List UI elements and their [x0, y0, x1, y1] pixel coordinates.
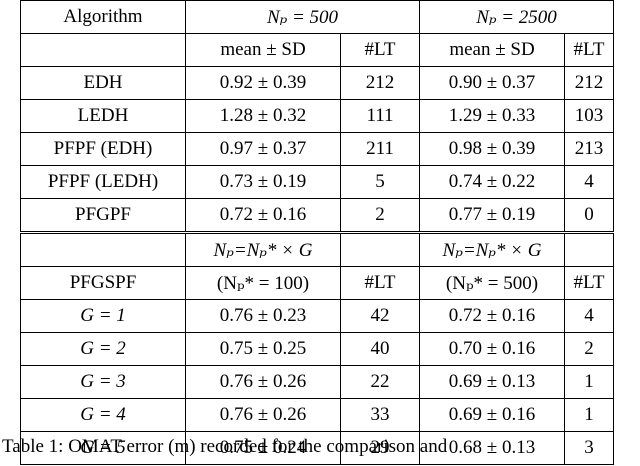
table-cell: 0.72 ± 0.16 — [419, 299, 565, 333]
table-cell: mean ± SD — [419, 33, 565, 67]
table-row: G = 3 0.76 ± 0.26 22 0.69 ± 0.13 1 — [20, 365, 614, 399]
table-cell: EDH — [20, 66, 186, 100]
table-cell: #LT — [564, 33, 614, 67]
table-cell: Nₚ=Nₚ* × G — [419, 231, 565, 267]
table-cell: mean ± SD — [185, 33, 341, 67]
table-cell: PFPF (EDH) — [20, 132, 186, 166]
table-cell: Nₚ=Nₚ* × G — [185, 231, 341, 267]
table-row: PFGSPF (Nₚ* = 100) #LT (Nₚ* = 500) #LT — [20, 266, 614, 300]
table-cell: 1.29 ± 0.33 — [419, 99, 565, 133]
table-cell: Algorithm — [20, 0, 186, 34]
table-row: G = 2 0.75 ± 0.25 40 0.70 ± 0.16 2 — [20, 332, 614, 366]
table-cell: 0.98 ± 0.39 — [419, 132, 565, 166]
table-cell — [20, 33, 186, 67]
table-cell: 0.76 ± 0.26 — [185, 365, 341, 399]
table-cell: 0.76 ± 0.26 — [185, 398, 341, 432]
table-cell: 4 — [564, 299, 614, 333]
table-cell: 0.68 ± 0.13 — [419, 431, 565, 465]
table-cell: 0.92 ± 0.39 — [185, 66, 341, 100]
table-row: LEDH 1.28 ± 0.32 111 1.29 ± 0.33 103 — [20, 99, 614, 133]
table-cell: PFGSPF — [20, 266, 186, 300]
table-cell: G = 2 — [20, 332, 186, 366]
table-cell: 103 — [564, 99, 614, 133]
table-cell: #LT — [340, 266, 420, 300]
table-cell: PFPF (LEDH) — [20, 165, 186, 199]
table-cell: (Nₚ* = 100) — [185, 266, 341, 300]
table-cell — [20, 231, 186, 267]
table-row: G = 1 0.76 ± 0.23 42 0.72 ± 0.16 4 — [20, 299, 614, 333]
results-table: Algorithm Nₚ = 500 Nₚ = 2500 mean ± SD #LT me… — [20, 0, 614, 465]
table-cell: 1 — [564, 398, 614, 432]
table-cell: 22 — [340, 365, 420, 399]
table-cell: 0 — [564, 198, 614, 233]
table-cell: G = 4 — [20, 398, 186, 432]
table-cell — [564, 231, 614, 267]
table-cell: Nₚ = 500 — [185, 0, 420, 34]
table-cell: #LT — [564, 266, 614, 300]
table-cell — [340, 231, 420, 267]
table-cell: 213 — [564, 132, 614, 166]
table-row: Algorithm Nₚ = 500 Nₚ = 2500 — [20, 0, 614, 34]
table-cell: 33 — [340, 398, 420, 432]
table-row: mean ± SD #LT mean ± SD #LT — [20, 33, 614, 67]
table-cell: 0.75 ± 0.25 — [185, 332, 341, 366]
table-cell: 211 — [340, 132, 420, 166]
table-cell: 40 — [340, 332, 420, 366]
table-cell: LEDH — [20, 99, 186, 133]
table-cell: 5 — [340, 165, 420, 199]
table-cell: G = 1 — [20, 299, 186, 333]
table-cell: 0.77 ± 0.19 — [419, 198, 565, 233]
table-row: G = 4 0.76 ± 0.26 33 0.69 ± 0.16 1 — [20, 398, 614, 432]
table-cell: G = 3 — [20, 365, 186, 399]
caption: Table 1: OMAT error (m) recorded for the… — [2, 436, 448, 457]
table-cell: 0.90 ± 0.37 — [419, 66, 565, 100]
table-cell: 212 — [564, 66, 614, 100]
table-cell: 1 — [564, 365, 614, 399]
table-cell: Nₚ = 2500 — [419, 0, 614, 34]
table-cell: 0.74 ± 0.22 — [419, 165, 565, 199]
table-cell: 0.69 ± 0.13 — [419, 365, 565, 399]
table-cell: #LT — [340, 33, 420, 67]
table-row: PFPF (EDH) 0.97 ± 0.37 211 0.98 ± 0.39 213 — [20, 132, 614, 166]
table-cell: PFGPF — [20, 198, 186, 233]
table-row: Nₚ=Nₚ* × G Nₚ=Nₚ* × G — [20, 231, 614, 267]
table-cell: 0.70 ± 0.16 — [419, 332, 565, 366]
table-row: PFGPF 0.72 ± 0.16 2 0.77 ± 0.19 0 — [20, 198, 614, 233]
table-cell: 1.28 ± 0.32 — [185, 99, 341, 133]
table-cell: 0.75 ± 0.24 — [185, 431, 341, 465]
table-cell: 4 — [564, 165, 614, 199]
table-cell: 111 — [340, 99, 420, 133]
table-cell: 0.97 ± 0.37 — [185, 132, 341, 166]
table-cell: 42 — [340, 299, 420, 333]
table-cell: 0.76 ± 0.23 — [185, 299, 341, 333]
table-cell: 3 — [564, 431, 614, 465]
table-row: EDH 0.92 ± 0.39 212 0.90 ± 0.37 212 — [20, 66, 614, 100]
table-cell: (Nₚ* = 500) — [419, 266, 565, 300]
table-cell: 0.69 ± 0.16 — [419, 398, 565, 432]
table-cell: 0.73 ± 0.19 — [185, 165, 341, 199]
table-cell: 0.72 ± 0.16 — [185, 198, 341, 233]
table-cell: 212 — [340, 66, 420, 100]
table-row: PFPF (LEDH) 0.73 ± 0.19 5 0.74 ± 0.22 4 — [20, 165, 614, 199]
table-cell: G = 5 — [20, 431, 186, 465]
table-cell: 2 — [564, 332, 614, 366]
table-cell: 2 — [340, 198, 420, 233]
table-row: G = 5 0.75 ± 0.24 29 0.68 ± 0.13 3 — [20, 431, 614, 465]
